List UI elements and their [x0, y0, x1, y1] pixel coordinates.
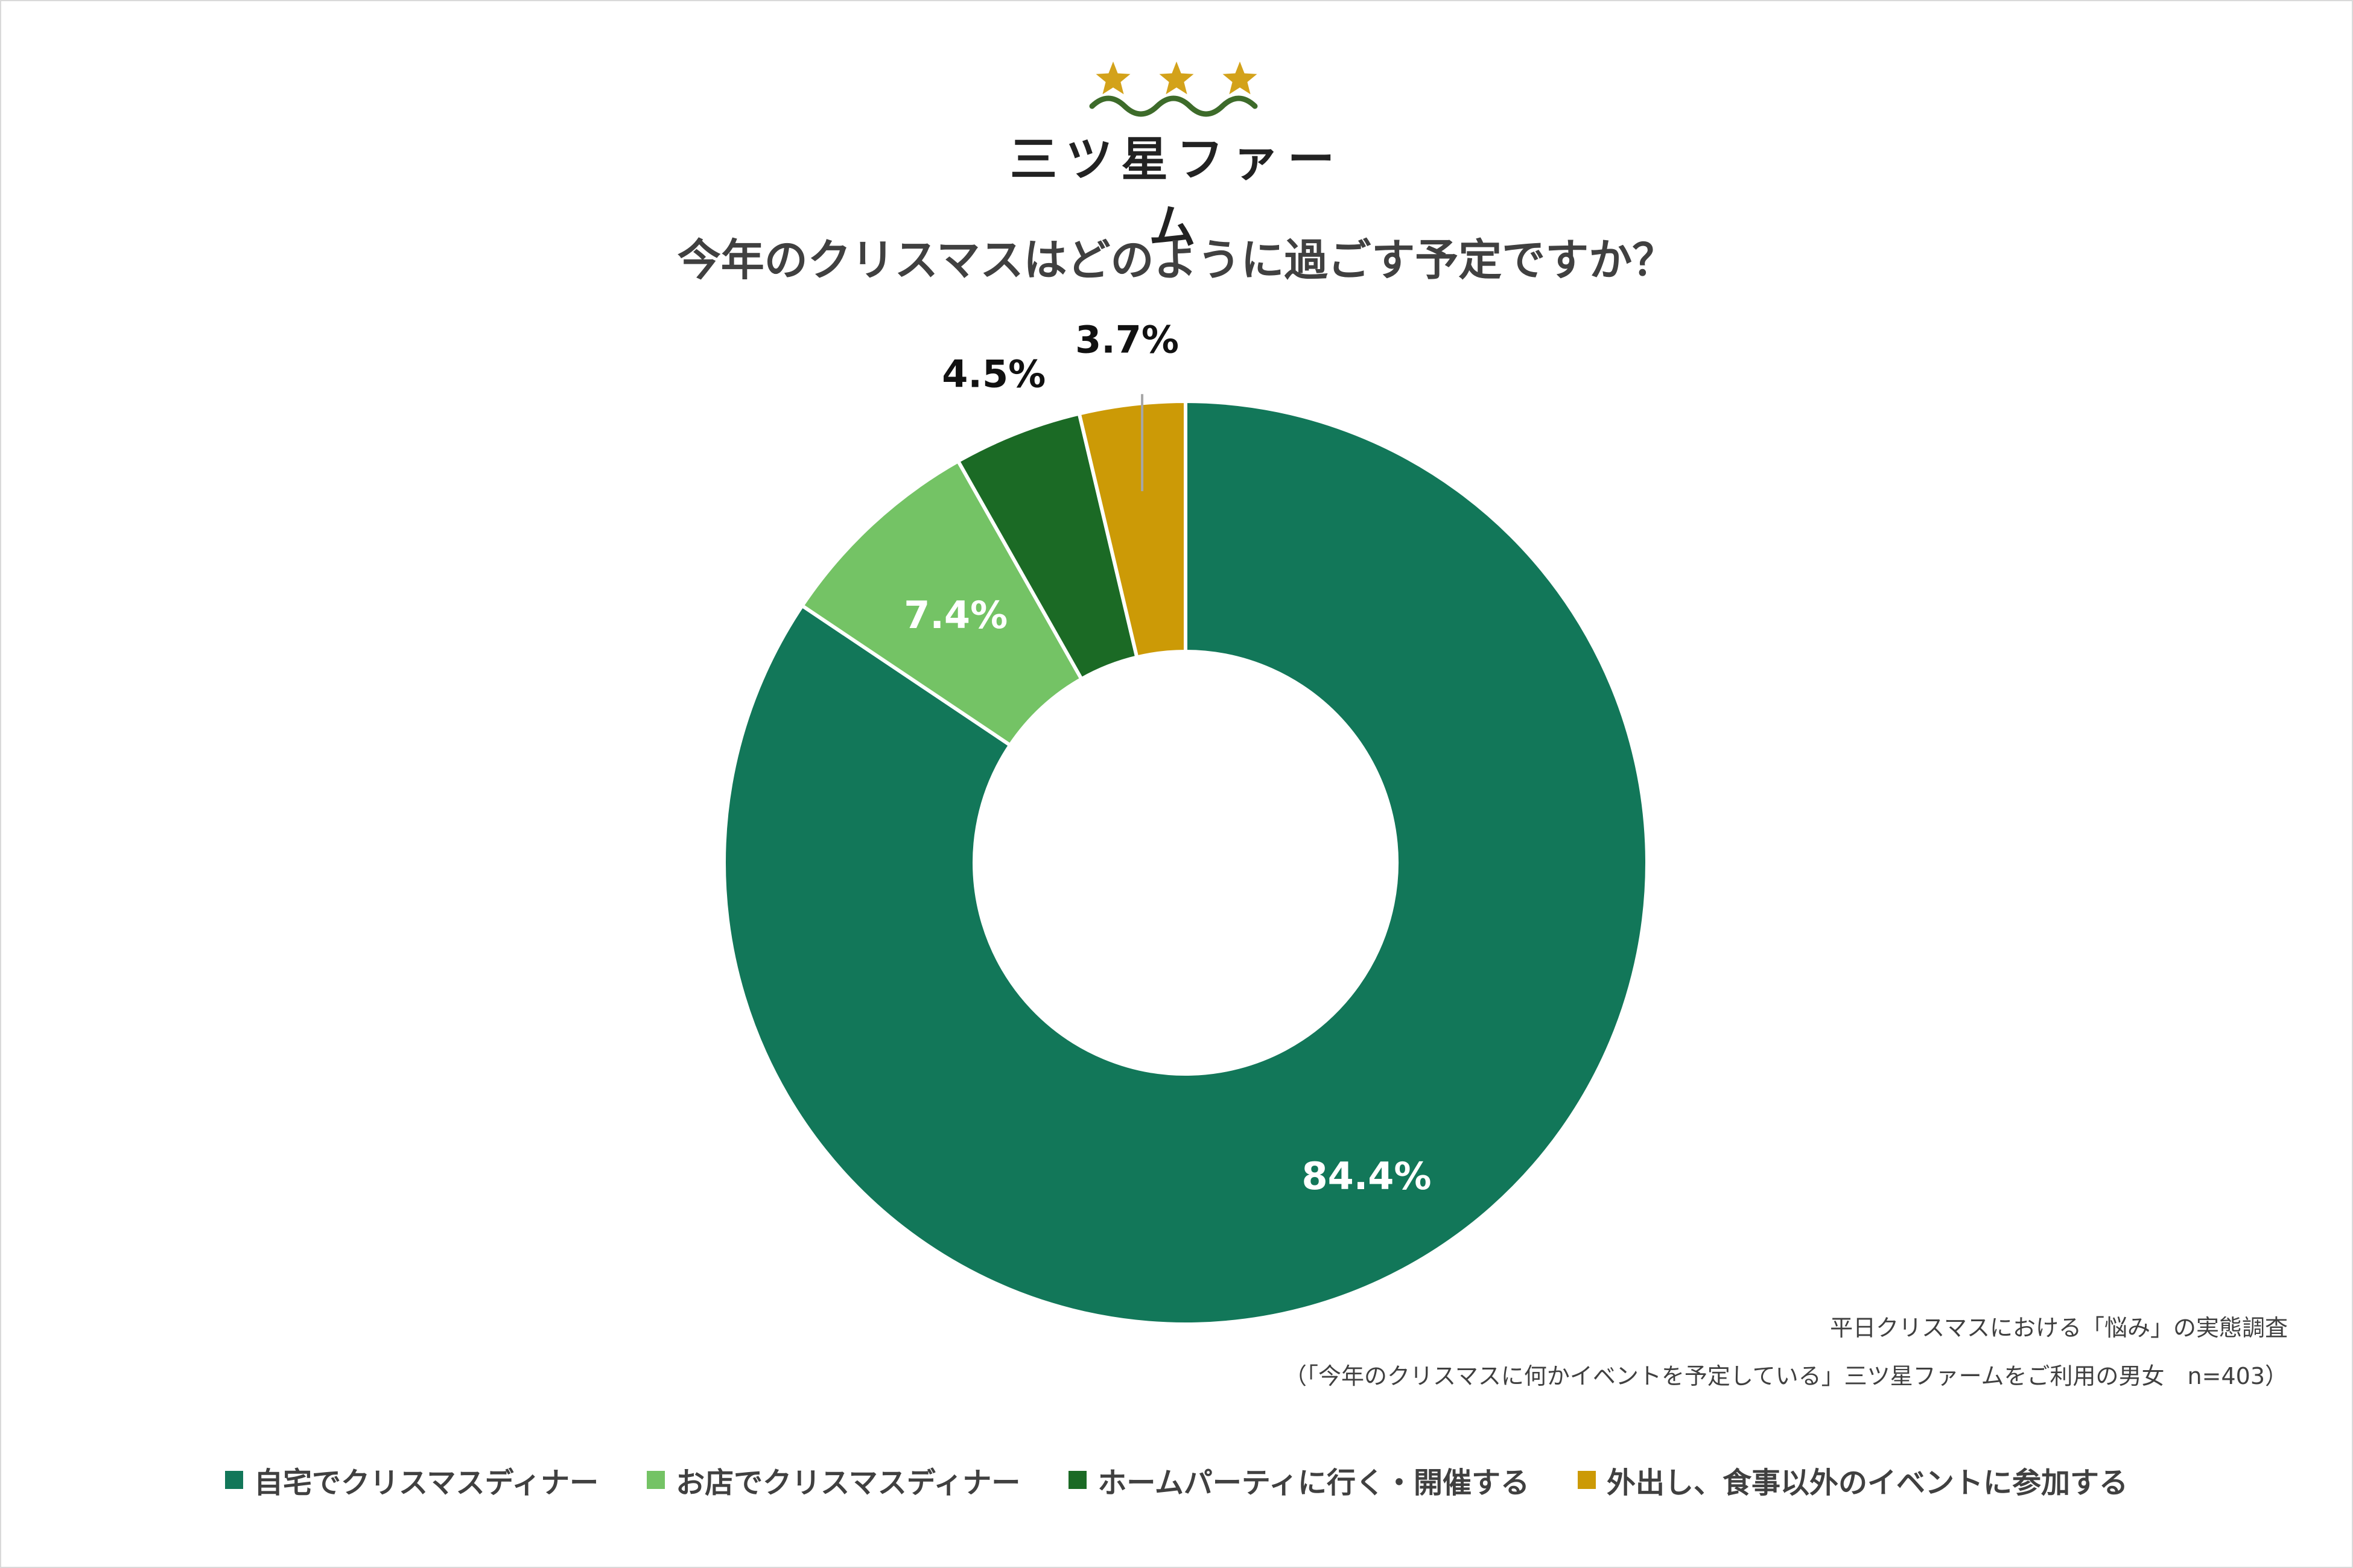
data-label-1: 84.4%	[1301, 1154, 1431, 1198]
source-title: 平日クリスマスにおける「悩み」の実態調査	[1830, 1315, 2288, 1341]
legend-swatch	[1578, 1471, 1596, 1489]
chart-title: 今年のクリスマスはどのように過ごす予定ですか？	[677, 235, 1676, 285]
logo-wave-icon	[1089, 95, 1258, 117]
source-note: （「今年のクリスマスに何かイベントを予定している」三ツ星ファームをご利用の男女 …	[1283, 1363, 2288, 1389]
legend-item-1: 自宅でクリスマスディナー	[224, 1459, 599, 1501]
logo-star-icon	[1096, 62, 1131, 95]
brand-logo: 三ツ星ファーム	[996, 48, 1358, 255]
data-label-2: 7.4%	[904, 593, 1008, 637]
data-label-3: 4.5%	[942, 352, 1046, 396]
legend-item-4: 外出し、食事以外のイベントに参加する	[1578, 1459, 2128, 1501]
legend-item-2: お店でクリスマスディナー	[647, 1459, 1020, 1501]
legend-swatch	[647, 1471, 665, 1489]
logo-star-icon	[1222, 62, 1257, 95]
legend-label: ホームパーティに行く・開催する	[1097, 1466, 1530, 1500]
brand-name: 三ツ星ファーム	[1009, 133, 1343, 255]
legend-label: 自宅でクリスマスディナー	[253, 1466, 599, 1500]
data-label-4: 3.7%	[1075, 318, 1179, 362]
legend-label: 外出し、食事以外のイベントに参加する	[1607, 1466, 2129, 1500]
donut-slice-1	[722, 399, 1649, 1326]
donut-slices	[722, 399, 1649, 1326]
logo-stars-icon	[1089, 62, 1258, 117]
legend-label: お店でクリスマスディナー	[676, 1466, 1021, 1500]
chart-legend: 自宅でクリスマスディナー お店でクリスマスディナー ホームパーティに行く・開催する 外…	[0, 1459, 2353, 1501]
legend-item-3: ホームパーティに行く・開催する	[1069, 1459, 1529, 1501]
donut-slice-2	[799, 459, 1084, 748]
donut-slice-4	[1077, 399, 1187, 660]
legend-swatch	[1069, 1471, 1087, 1489]
logo-star-icon	[1159, 62, 1194, 95]
donut-data-labels: 84.4% 7.4% 4.5% 3.7%	[904, 318, 1431, 1198]
legend-swatch	[224, 1471, 243, 1489]
